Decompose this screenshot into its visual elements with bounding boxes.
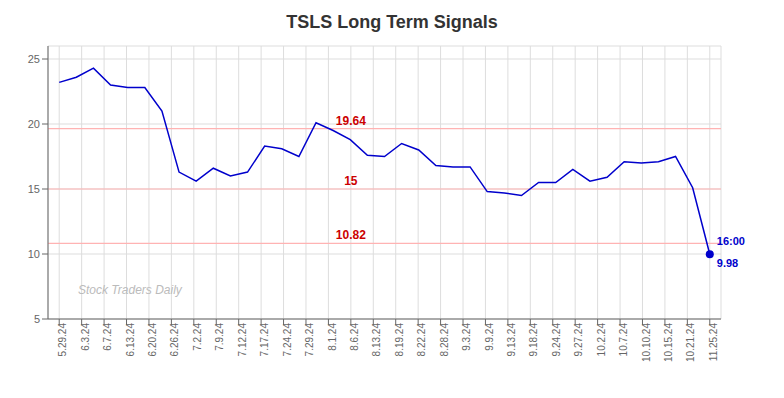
svg-text:10.15.24: 10.15.24 (663, 323, 674, 362)
svg-text:11.25.24: 11.25.24 (708, 323, 719, 362)
svg-text:7.17.24: 7.17.24 (259, 323, 270, 357)
svg-text:9.9.24: 9.9.24 (484, 323, 495, 351)
svg-text:9.98: 9.98 (717, 257, 738, 269)
svg-text:9.24.24: 9.24.24 (551, 323, 562, 357)
svg-text:10.7.24: 10.7.24 (618, 323, 629, 357)
svg-text:10: 10 (28, 248, 40, 260)
svg-text:8.13.24: 8.13.24 (371, 323, 382, 357)
svg-text:7.29.24: 7.29.24 (304, 323, 315, 357)
svg-text:10.21.24: 10.21.24 (685, 323, 696, 362)
html-text:TSLS Long Term Signals: TSLS Long Term Signals (286, 12, 498, 32)
svg-text:5: 5 (34, 313, 40, 325)
svg-text:10.82: 10.82 (336, 228, 366, 242)
svg-text:15: 15 (28, 183, 40, 195)
svg-text:19.64: 19.64 (336, 114, 366, 128)
svg-text:8.6.24: 8.6.24 (349, 323, 360, 351)
svg-text:5.29.24: 5.29.24 (57, 323, 68, 357)
svg-text:25: 25 (28, 53, 40, 65)
svg-text:16:00: 16:00 (717, 235, 745, 247)
svg-text:6.7.24: 6.7.24 (102, 323, 113, 351)
svg-text:10.2.24: 10.2.24 (596, 323, 607, 357)
svg-text:15: 15 (344, 174, 358, 188)
svg-text:9.18.24: 9.18.24 (528, 323, 539, 357)
svg-text:8.28.24: 8.28.24 (439, 323, 450, 357)
svg-text:6.3.24: 6.3.24 (80, 323, 91, 351)
svg-text:6.26.24: 6.26.24 (169, 323, 180, 357)
svg-text:9.27.24: 9.27.24 (573, 323, 584, 357)
svg-text:6.20.24: 6.20.24 (147, 323, 158, 357)
svg-text:7.12.24: 7.12.24 (237, 323, 248, 357)
svg-text:8.19.24: 8.19.24 (394, 323, 405, 357)
svg-text:9.13.24: 9.13.24 (506, 323, 517, 357)
svg-text:7.2.24: 7.2.24 (192, 323, 203, 351)
svg-text:6.13.24: 6.13.24 (125, 323, 136, 357)
svg-text:7.24.24: 7.24.24 (282, 323, 293, 357)
html-text:Stock Traders Daily: Stock Traders Daily (78, 283, 182, 297)
svg-text:20: 20 (28, 118, 40, 130)
svg-text:8.22.24: 8.22.24 (416, 323, 427, 357)
svg-text:9.3.24: 9.3.24 (461, 323, 472, 351)
svg-text:10.10.24: 10.10.24 (641, 323, 652, 362)
svg-text:7.9.24: 7.9.24 (214, 323, 225, 351)
svg-text:8.1.24: 8.1.24 (327, 323, 338, 351)
